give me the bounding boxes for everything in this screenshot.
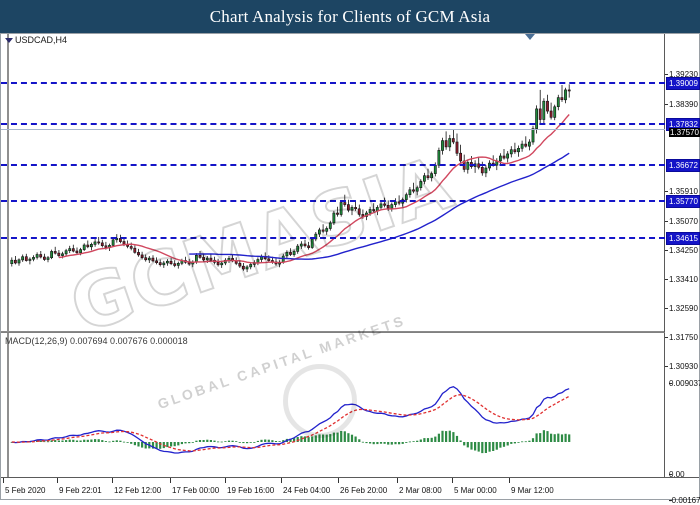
price-level-line [1,237,665,239]
symbol-text: USDCAD,H4 [15,35,68,45]
triangle-down-marker-icon[interactable] [525,34,535,40]
page-title: Chart Analysis for Clients of GCM Asia [209,6,491,26]
price-tick-highlight: 1.35770 [666,195,700,208]
time-tick [3,478,4,483]
price-level-line [1,129,665,130]
time-axis-divider [1,477,699,478]
price-level-line [1,164,665,166]
time-tick-label: 26 Feb 20:00 [340,486,388,495]
time-tick [170,478,171,483]
price-axis[interactable]: 1.39230 1.39009 1.38390 1.37832 1.37570 1.366… [665,34,700,477]
time-tick [509,478,510,483]
time-tick [397,478,398,483]
time-tick-label: 5 Mar 00:00 [454,486,497,495]
price-level-line [1,123,665,125]
time-tick-label: 19 Feb 16:00 [227,486,275,495]
time-tick [112,478,113,483]
time-tick-label: 9 Feb 22:01 [59,486,102,495]
macd-pane[interactable]: MACD(12,26,9) 0.007694 0.007676 0.000018 [1,332,665,475]
price-pane[interactable] [1,34,665,331]
time-tick-label: 17 Feb 00:00 [172,486,220,495]
price-tick-inverse: 1.37570 [669,128,700,137]
time-tick-label: 12 Feb 12:00 [114,486,162,495]
time-tick [281,478,282,483]
symbol-label[interactable]: USDCAD,H4 [5,35,67,45]
time-tick-label: 2 Mar 08:00 [399,486,442,495]
time-tick-label: 9 Mar 12:00 [511,486,554,495]
candlestick-plot [10,84,571,273]
chart-window: USDCAD,H4 GCMASIA GLOBAL CAPITAL MARKETS… [0,33,700,505]
triangle-down-icon[interactable] [5,37,13,43]
price-tick-highlight: 1.39009 [666,77,700,90]
left-border [7,34,9,477]
time-tick [452,478,453,483]
time-tick-label: 24 Feb 04:00 [283,486,331,495]
price-tick-highlight: 1.36672 [666,159,700,172]
price-level-line [1,200,665,202]
time-tick [338,478,339,483]
time-tick [225,478,226,483]
page-header: Chart Analysis for Clients of GCM Asia [0,0,700,33]
time-tick [57,478,58,483]
price-tick-highlight: 1.34615 [666,232,700,245]
macd-plot [10,385,571,454]
price-tick-highlight: 1.37832 [666,118,700,131]
time-axis[interactable]: 5 Feb 2020 9 Feb 22:01 12 Feb 12:00 17 Feb … [1,478,699,500]
macd-indicator-label: MACD(12,26,9) 0.007694 0.007676 0.000018 [5,336,188,346]
price-level-line [1,82,665,84]
axis-divider [664,34,665,477]
time-tick-label: 5 Feb 2020 [5,486,46,495]
